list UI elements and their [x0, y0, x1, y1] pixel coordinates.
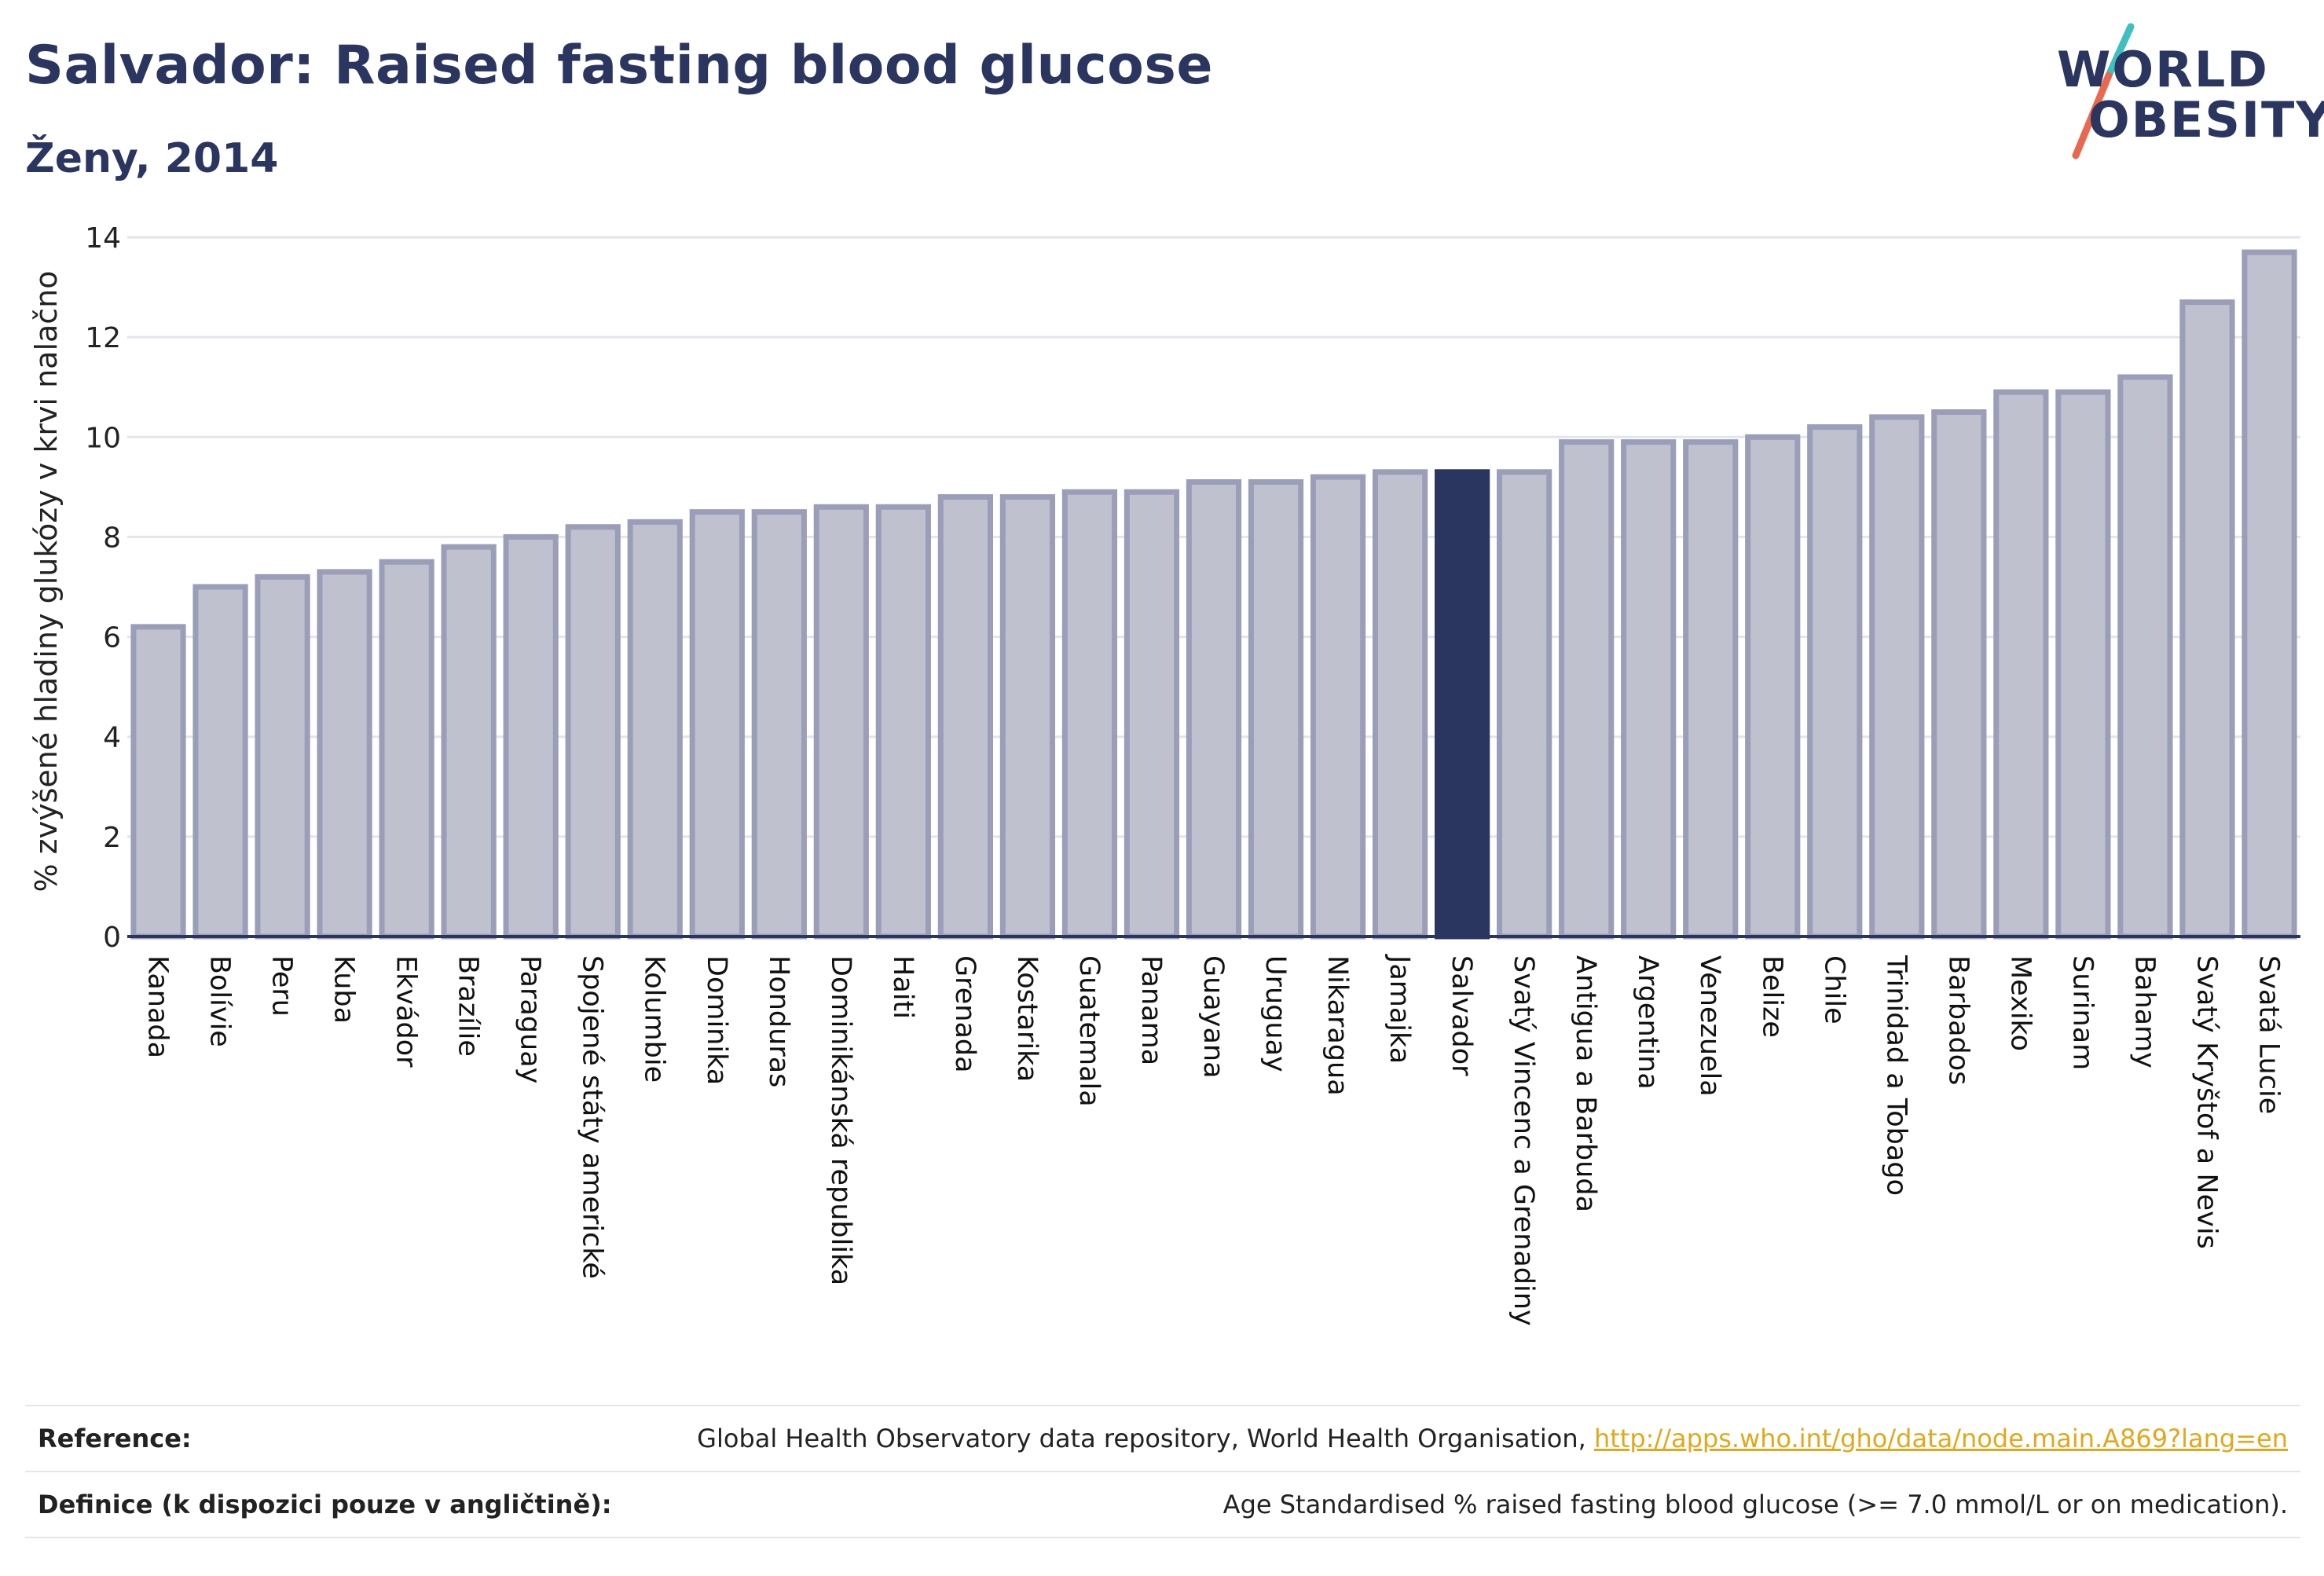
bar — [317, 569, 372, 940]
x-tick-label: Chile — [1818, 955, 1849, 1024]
x-tick-label: Brazílie — [453, 955, 484, 1057]
bar — [1869, 414, 1925, 940]
x-tick-label: Surinam — [2066, 955, 2098, 1070]
reference-label: Reference: — [38, 1424, 192, 1453]
definition-row: Definice (k dispozici pouze v angličtině… — [25, 1471, 2300, 1538]
bar — [441, 544, 497, 940]
bar — [2179, 299, 2235, 940]
bar — [2242, 249, 2297, 940]
x-tick-label: Peru — [266, 955, 298, 1017]
bar — [1061, 489, 1118, 940]
bar — [937, 494, 993, 940]
bar — [1124, 489, 1180, 940]
bar — [1931, 409, 1987, 940]
bar — [1497, 469, 1552, 940]
bar — [1683, 439, 1739, 940]
reference-text: Global Health Observatory data repositor… — [697, 1424, 1594, 1453]
chart-title: Salvador: Raised fasting blood glucose — [25, 35, 1213, 97]
x-tick-label: Belize — [1756, 955, 1787, 1038]
bar — [751, 509, 807, 940]
x-tick-label: Svatá Lucie — [2253, 955, 2284, 1114]
x-tick-label: Kostarika — [1011, 955, 1043, 1082]
x-tick-label: Honduras — [763, 955, 794, 1087]
x-tick-label: Mexiko — [2004, 955, 2036, 1051]
x-tick-label: Antigua a Barbuda — [1570, 955, 1601, 1212]
bar — [1559, 439, 1615, 940]
bar — [813, 504, 869, 940]
x-tick-label: Jamajka — [1384, 954, 1415, 1064]
y-tick-label: 8 — [103, 522, 121, 554]
bar-highlight — [1435, 469, 1490, 940]
world-obesity-logo: WORLD OBESITY — [2043, 17, 2324, 167]
bar — [999, 494, 1056, 940]
x-tick-label: Venezuela — [1694, 955, 1725, 1097]
bar — [565, 524, 621, 940]
bar — [379, 559, 434, 940]
bar — [2117, 374, 2173, 940]
y-tick-label: 6 — [103, 622, 121, 654]
bar — [1310, 474, 1366, 940]
x-tick-label: Barbados — [1942, 955, 1974, 1085]
x-tick-label: Svatý Kryštof a Nevis — [2190, 955, 2222, 1249]
y-tick-label: 14 — [85, 222, 121, 255]
y-tick-label: 12 — [85, 322, 121, 354]
bar — [130, 624, 186, 940]
bar — [1372, 469, 1428, 940]
chart-subtitle: Ženy, 2014 — [25, 135, 279, 182]
x-tick-label: Dominikánská republika — [825, 955, 856, 1285]
x-tick-label: Kuba — [328, 955, 360, 1024]
x-tick-label: Paraguay — [515, 955, 546, 1083]
x-tick-label: Dominika — [701, 955, 732, 1085]
y-tick-label: 4 — [103, 722, 121, 754]
reference-row: Reference: Global Health Observatory dat… — [25, 1405, 2300, 1471]
logo-text-world: WORLD — [2057, 41, 2269, 98]
bar — [1186, 479, 1242, 940]
bar — [1993, 389, 2049, 940]
y-tick-label: 2 — [103, 822, 121, 854]
reference-value: Global Health Observatory data repositor… — [697, 1424, 2300, 1453]
x-tick-label: Bahamy — [2128, 955, 2160, 1068]
bar — [255, 574, 310, 940]
definition-text: Age Standardised % raised fasting blood … — [1222, 1490, 2288, 1519]
bar — [503, 533, 559, 940]
bar — [627, 519, 683, 940]
reference-table: Reference: Global Health Observatory dat… — [25, 1405, 2300, 1538]
bar — [1248, 479, 1304, 940]
bar — [2055, 389, 2111, 940]
y-tick-labels: 0 2 4 6 8 10 12 14 — [85, 222, 121, 954]
x-tick-label: Grenada — [949, 955, 981, 1073]
x-tick-label: Ekvádor — [390, 955, 422, 1068]
logo-slash-icon — [2072, 23, 2135, 159]
logo-text-obesity: OBESITY — [2088, 91, 2324, 148]
x-tick-labels: Kanada Bolívie Peru Kuba Ekvádor Brazílie Para… — [142, 954, 2285, 1326]
bar — [1807, 424, 1863, 940]
x-tick-label: Guayana — [1197, 955, 1229, 1079]
y-axis-label: % zvýšené hladiny glukózy v krvi nalačno — [29, 270, 64, 892]
x-tick-label: Nikaragua — [1321, 955, 1353, 1096]
x-tick-label: Bolívie — [204, 955, 236, 1047]
bar — [192, 584, 248, 940]
bars — [130, 249, 2297, 940]
x-tick-label: Uruguay — [1259, 955, 1291, 1072]
bar — [1745, 434, 1801, 940]
x-tick-label: Salvador — [1446, 955, 1477, 1076]
x-tick-label: Argentina — [1632, 955, 1663, 1090]
definition-label: Definice (k dispozici pouze v angličtině… — [38, 1490, 612, 1519]
x-tick-label: Spojené státy americké — [577, 955, 608, 1279]
x-tick-label: Guatemala — [1073, 955, 1105, 1107]
reference-link[interactable]: http://apps.who.int/gho/data/node.main.A… — [1593, 1424, 2288, 1453]
x-tick-label: Kanada — [142, 955, 174, 1058]
y-tick-label: 10 — [85, 422, 121, 454]
bar — [1621, 439, 1677, 940]
y-tick-label: 0 — [103, 922, 121, 954]
x-tick-label: Trinidad a Tobago — [1880, 955, 1912, 1196]
x-tick-label: Svatý Vincenc a Grenadiny — [1508, 955, 1539, 1326]
x-tick-label: Kolumbie — [639, 955, 670, 1083]
x-tick-label: Panama — [1135, 955, 1167, 1065]
bar — [689, 509, 745, 940]
bar-chart: 0 2 4 6 8 10 12 14 Kanada Bolívie Peru Kuba Ekvádor… — [29, 222, 2300, 1326]
x-tick-label: Haiti — [887, 955, 918, 1019]
bar — [875, 504, 931, 940]
